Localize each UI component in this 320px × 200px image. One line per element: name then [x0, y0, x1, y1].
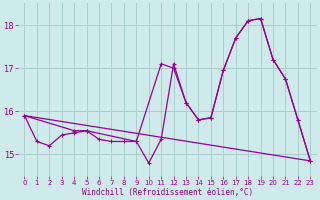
X-axis label: Windchill (Refroidissement éolien,°C): Windchill (Refroidissement éolien,°C)	[82, 188, 253, 197]
